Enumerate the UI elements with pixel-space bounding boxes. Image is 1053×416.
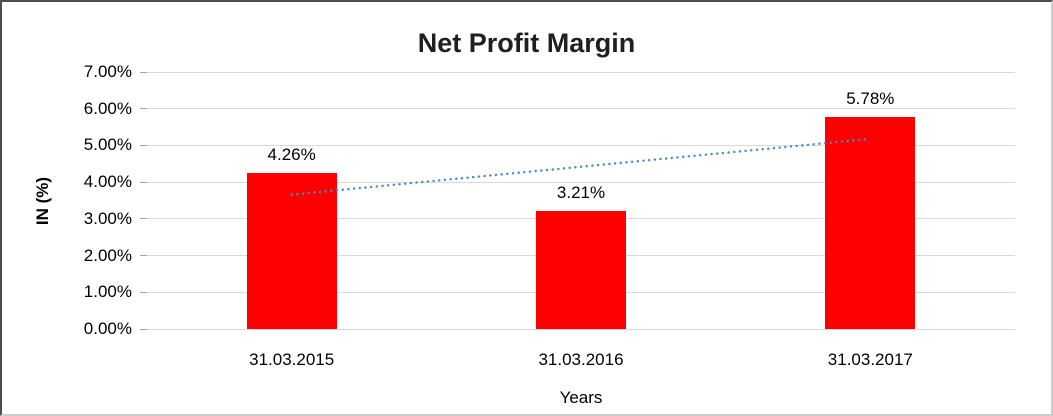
- x-axis-title: Years: [559, 388, 603, 407]
- bar-31.03.2016: [536, 211, 626, 329]
- y-axis-tick-label: 3.00%: [83, 208, 132, 228]
- gridline: [147, 144, 1015, 146]
- x-axis-tick-label: 31.03.2015: [249, 350, 335, 369]
- trendline: [290, 137, 872, 196]
- gridline: [147, 181, 1015, 183]
- y-axis-tick-label: 6.00%: [83, 98, 132, 118]
- bar-value-label: 3.21%: [556, 183, 606, 203]
- y-axis-tickmark: [140, 218, 147, 220]
- plot-area: 4.26% 3.21% 5.78%: [140, 71, 1015, 330]
- y-axis-tickmark: [140, 181, 147, 183]
- bar-value-label: 4.26%: [267, 144, 316, 164]
- y-axis-tick-label: 7.00%: [83, 62, 132, 81]
- gridline: [147, 71, 1015, 73]
- y-axis-tickmark: [140, 71, 147, 73]
- y-axis-tick-label: 4.00%: [83, 172, 132, 192]
- x-axis-tick-label: 31.03.2016: [538, 350, 624, 369]
- bar-31.03.2015: [246, 172, 337, 329]
- bar-31.03.2017: [825, 116, 916, 329]
- y-axis-tickmark: [140, 144, 147, 146]
- chart-title: Net Profit Margin: [417, 28, 636, 58]
- y-axis-tick-label: 2.00%: [83, 245, 132, 265]
- y-axis-tick-label: 0.00%: [83, 319, 132, 338]
- y-axis-tick-label: 5.00%: [83, 135, 132, 155]
- y-axis-tickmark: [140, 255, 147, 257]
- y-axis-tick-label: 1.00%: [83, 282, 132, 302]
- gridline: [147, 328, 1015, 330]
- x-axis-tick-label: 31.03.2017: [827, 350, 913, 369]
- y-axis-tickmark: [140, 108, 147, 110]
- bar-value-label: 5.78%: [846, 88, 895, 108]
- gridline: [147, 108, 1015, 110]
- y-axis-tickmark: [140, 291, 147, 293]
- y-axis-tickmark: [140, 328, 147, 330]
